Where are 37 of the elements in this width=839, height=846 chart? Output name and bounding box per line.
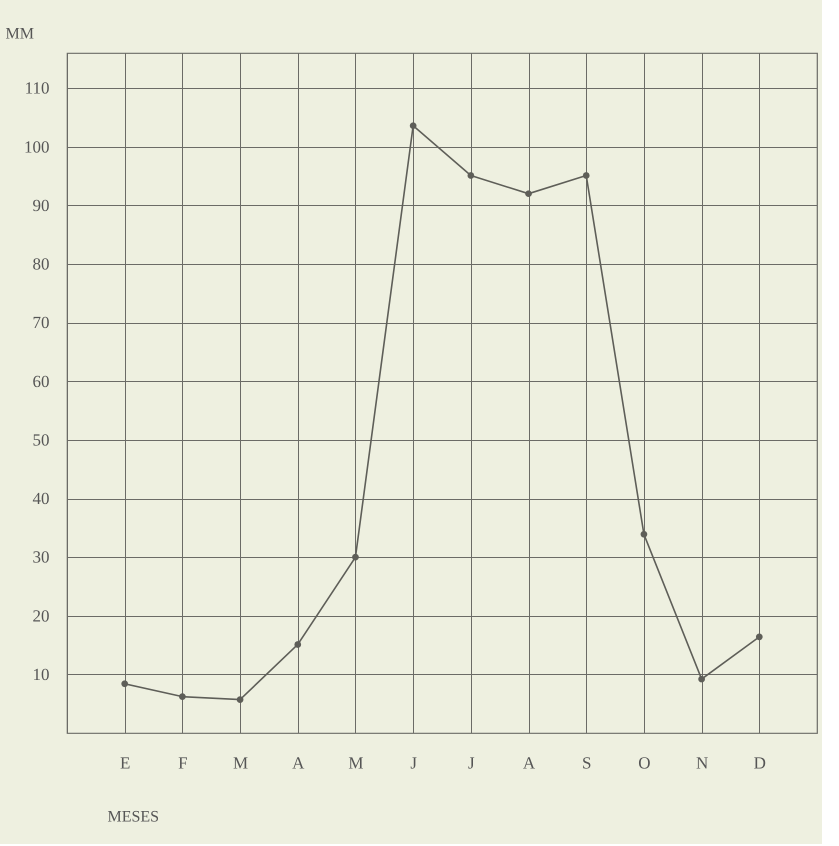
x-tick-label: M — [233, 754, 248, 772]
y-axis-title: MM — [6, 26, 34, 42]
point — [756, 634, 763, 640]
point — [410, 122, 417, 130]
x-tick-label: E — [120, 754, 130, 772]
x-tick-label: D — [754, 754, 766, 772]
y-tick-label: 20 — [32, 606, 50, 626]
x-tick-label: M — [348, 754, 364, 772]
point — [525, 190, 532, 198]
point — [236, 696, 244, 703]
x-tick-label: N — [696, 754, 708, 772]
y-tick-label: 100 — [24, 137, 50, 156]
x-tick-label: S — [582, 754, 592, 772]
point — [352, 554, 359, 560]
y-tick-label: 90 — [32, 196, 50, 215]
y-tick-label: 50 — [32, 430, 50, 450]
x-tick-label: O — [638, 754, 651, 772]
y-tick-label: 30 — [32, 548, 50, 567]
x-axis-title: MESES — [108, 808, 160, 826]
x-tick-label: A — [522, 754, 536, 772]
point — [467, 172, 474, 179]
y-tick-label: 70 — [32, 313, 50, 332]
y-tick-label: 40 — [32, 489, 50, 508]
x-tick-label: J — [410, 754, 418, 772]
y-tick-label: 10 — [32, 664, 50, 684]
x-tick-label: A — [292, 754, 306, 772]
point — [640, 530, 648, 538]
x-tick-label: F — [178, 754, 188, 772]
y-tick-label: 110 — [24, 78, 50, 98]
y-tick-label: 80 — [32, 254, 50, 274]
x-tick-label: J — [468, 754, 476, 772]
y-tick-label: 60 — [32, 372, 50, 391]
point — [294, 641, 302, 648]
point — [121, 680, 128, 688]
point — [698, 676, 705, 682]
point — [582, 172, 590, 179]
point — [179, 693, 186, 700]
